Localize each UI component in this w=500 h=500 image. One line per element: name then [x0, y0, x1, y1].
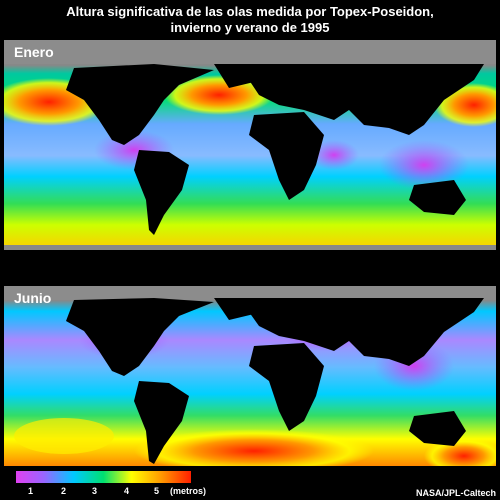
panel-label-january: Enero: [14, 44, 54, 60]
title-line-1: Altura significativa de las olas medida …: [66, 4, 434, 19]
scale-tick-5: 5: [154, 486, 160, 496]
scale-tick-3: 3: [92, 486, 98, 496]
credit-text: NASA/JPL-Caltech: [415, 488, 496, 498]
wave-height-map-june: [4, 286, 496, 466]
panel-label-june: Junio: [14, 290, 52, 306]
scale-tick-4: 4: [124, 486, 130, 496]
continents: [4, 64, 496, 250]
map-title: Altura significativa de las olas medida …: [0, 4, 500, 36]
map-panel-june: Junio: [4, 286, 496, 496]
scale-tick-1: 1: [28, 486, 34, 496]
color-scale-bar: [16, 471, 191, 483]
continents: [66, 298, 484, 464]
wave-height-map-january: [4, 40, 496, 250]
map-panel-january: Enero: [4, 40, 496, 250]
title-line-2: invierno y verano de 1995: [170, 20, 330, 35]
scale-units: (metros): [170, 486, 207, 496]
scale-tick-2: 2: [61, 486, 67, 496]
